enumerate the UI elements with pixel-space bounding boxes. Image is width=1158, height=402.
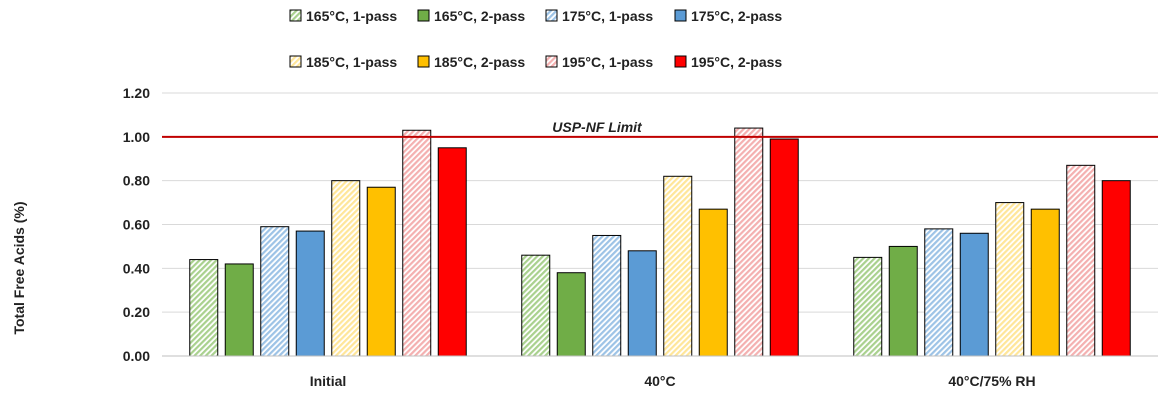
y-tick-label: 1.20 — [123, 85, 150, 101]
legend-item-series-3: 175°C, 1-pass — [545, 8, 653, 24]
legend-label: 195°C, 1-pass — [562, 54, 653, 70]
legend-item-series-8: 195°C, 2-pass — [674, 54, 782, 70]
legend-label: 195°C, 2-pass — [691, 54, 782, 70]
bar-series-2-3 — [888, 245, 918, 357]
bar-series-4-1 — [295, 230, 325, 357]
legend-swatch — [545, 9, 558, 22]
bar-series-8-3 — [1101, 180, 1131, 357]
legend-label: 165°C, 1-pass — [306, 8, 397, 24]
y-tick-label: 1.00 — [123, 129, 150, 145]
bar-series-1-2 — [521, 254, 551, 357]
reference-line-group: USP-NF Limit — [162, 119, 1158, 138]
legend-label: 175°C, 1-pass — [562, 8, 653, 24]
y-tick-label: 0.20 — [123, 304, 150, 320]
bars — [189, 127, 1131, 357]
legend-item-series-7: 195°C, 1-pass — [545, 54, 653, 70]
legend: 165°C, 1-pass 165°C, 2-pass 175°C, 1-pass 1… — [289, 8, 782, 70]
x-tick-label: 40°C — [644, 373, 675, 389]
legend-label: 165°C, 2-pass — [434, 8, 525, 24]
bar-series-3-2 — [592, 234, 622, 357]
x-tick-label: Initial — [310, 373, 347, 389]
legend-swatch — [417, 55, 430, 68]
x-axis: Initial 40°C 40°C/75% RH — [162, 355, 1158, 389]
x-tick-label: 40°C/75% RH — [948, 373, 1035, 389]
reference-line-label: USP-NF Limit — [552, 119, 643, 135]
legend-item-series-2: 165°C, 2-pass — [417, 8, 525, 24]
bar-series-2-2 — [556, 272, 586, 357]
legend-item-series-5: 185°C, 1-pass — [289, 54, 397, 70]
bar-series-7-3 — [1066, 164, 1096, 357]
bar-series-8-2 — [769, 138, 799, 357]
bar-series-6-3 — [1030, 208, 1060, 357]
bar-series-7-1 — [402, 129, 432, 357]
bar-series-8-1 — [437, 147, 467, 357]
bar-series-4-2 — [627, 250, 657, 357]
legend-label: 175°C, 2-pass — [691, 8, 782, 24]
y-tick-label: 0.00 — [123, 348, 150, 364]
bar-series-1-1 — [189, 259, 219, 357]
legend-swatch — [289, 9, 302, 22]
bar-series-4-3 — [959, 232, 989, 357]
legend-swatch — [289, 55, 302, 68]
y-tick-label: 0.80 — [123, 173, 150, 189]
y-axis: 0.00 0.20 0.40 0.60 0.80 1.00 1.20 — [123, 85, 150, 364]
legend-label: 185°C, 2-pass — [434, 54, 525, 70]
bar-series-2-1 — [224, 263, 254, 357]
bar-series-5-2 — [663, 175, 693, 357]
legend-swatch — [545, 55, 558, 68]
legend-swatch — [674, 9, 687, 22]
bar-series-7-2 — [734, 127, 764, 357]
legend-swatch — [417, 9, 430, 22]
y-tick-label: 0.40 — [123, 260, 150, 276]
y-axis-label: Total Free Acids (%) — [11, 201, 27, 334]
legend-label: 185°C, 1-pass — [306, 54, 397, 70]
bar-series-6-2 — [698, 208, 728, 357]
bar-series-3-3 — [924, 228, 954, 357]
legend-item-series-1: 165°C, 1-pass — [289, 8, 397, 24]
bar-series-6-1 — [366, 186, 396, 357]
legend-swatch — [674, 55, 687, 68]
bar-series-3-1 — [260, 226, 290, 357]
bar-series-1-3 — [853, 256, 883, 357]
legend-item-series-4: 175°C, 2-pass — [674, 8, 782, 24]
bar-series-5-3 — [995, 202, 1025, 357]
legend-item-series-6: 185°C, 2-pass — [417, 54, 525, 70]
bar-series-5-1 — [331, 180, 361, 357]
y-tick-label: 0.60 — [123, 217, 150, 233]
